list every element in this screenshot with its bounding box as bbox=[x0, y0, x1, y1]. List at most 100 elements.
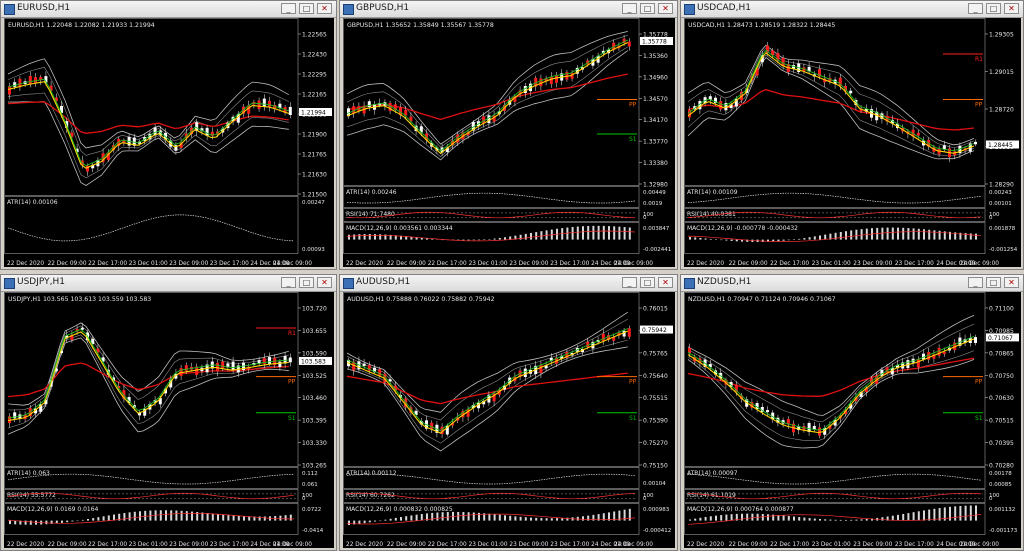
candle-body bbox=[179, 368, 183, 376]
atr-line bbox=[7, 473, 295, 485]
minimize-button[interactable]: _ bbox=[281, 277, 296, 288]
indicator-scale-label: 100 bbox=[302, 493, 313, 499]
chart-area[interactable]: EURUSD,H1 1.22048 1.22082 1.21933 1.2199… bbox=[4, 18, 334, 267]
macd-histogram-bar bbox=[819, 518, 821, 521]
pivot-label: PP bbox=[629, 102, 637, 109]
indicator-panel-frame bbox=[343, 503, 640, 535]
maximize-button[interactable]: □ bbox=[986, 3, 1001, 14]
candle-body bbox=[911, 129, 915, 137]
moving-average-slow bbox=[346, 73, 628, 121]
minimize-button[interactable]: _ bbox=[622, 3, 637, 14]
bollinger-inner-lower bbox=[7, 334, 289, 429]
indicator-scale-label: 0.061 bbox=[302, 482, 318, 488]
macd-histogram-bar bbox=[928, 509, 931, 521]
atr-line bbox=[687, 192, 982, 204]
time-axis-label: 22 Dec 17:00 bbox=[770, 261, 809, 267]
candle-body bbox=[80, 327, 84, 330]
indicator-scale-label: -0.001254 bbox=[989, 247, 1018, 253]
indicator-scale-label: 0.003847 bbox=[643, 226, 670, 232]
macd-histogram-bar bbox=[524, 233, 527, 240]
maximize-button[interactable]: □ bbox=[299, 3, 314, 14]
chart-window-audusd[interactable]: AUDUSD,H1 _ □ ✕ PP S1 AUDUSD,H1 0.75888 0.… bbox=[339, 274, 678, 551]
minimize-button[interactable]: _ bbox=[968, 277, 983, 288]
window-titlebar[interactable]: AUDUSD,H1 _ □ ✕ bbox=[340, 275, 677, 292]
minimize-button[interactable]: _ bbox=[281, 3, 296, 14]
close-button[interactable]: ✕ bbox=[317, 3, 332, 14]
macd-histogram-bar bbox=[912, 228, 915, 240]
chart-window-eurusd[interactable]: EURUSD,H1 _ □ ✕ EURUSD,H1 1.22048 1.2208… bbox=[0, 0, 337, 270]
chart-area[interactable]: PP S1 GBPUSD,H1 1.35652 1.35849 1.35567 1.… bbox=[343, 18, 675, 267]
chart-area[interactable]: PP S1 AUDUSD,H1 0.75888 0.76022 0.75882 0.… bbox=[343, 292, 675, 548]
chart-area[interactable]: PP S1 NZDUSD,H1 0.70947 0.71124 0.70946 0.… bbox=[684, 292, 1021, 548]
indicator-scale-label: 0.00104 bbox=[643, 481, 666, 487]
candle-body bbox=[278, 103, 282, 109]
macd-histogram-bar bbox=[954, 232, 957, 240]
bollinger-inner-upper bbox=[346, 318, 628, 421]
chart-window-nzdusd[interactable]: NZDUSD,H1 _ □ ✕ PP S1 NZDUSD,H1 0.70947 0.… bbox=[680, 274, 1024, 551]
chart-area[interactable]: R1 PP USDCAD,H1 1.28473 1.28519 1.28322 1.… bbox=[684, 18, 1021, 267]
candle-body bbox=[487, 115, 491, 124]
candle-body bbox=[833, 419, 837, 426]
macd-histogram-bar bbox=[720, 515, 723, 521]
time-axis-label: 24 Dec 01:00 bbox=[936, 261, 975, 267]
chart-window-usdcad[interactable]: USDCAD,H1 _ □ ✕ R1 PP USDCAD,H1 1.28473 1.… bbox=[680, 0, 1024, 270]
candle-body bbox=[268, 100, 271, 107]
window-titlebar[interactable]: EURUSD,H1 _ □ ✕ bbox=[1, 1, 336, 18]
macd-histogram-bar bbox=[566, 227, 569, 240]
candle-body bbox=[740, 395, 743, 400]
close-button[interactable]: ✕ bbox=[658, 3, 673, 14]
candle-body bbox=[792, 65, 795, 69]
close-button[interactable]: ✕ bbox=[1004, 3, 1019, 14]
close-button[interactable]: ✕ bbox=[658, 277, 673, 288]
current-price-label: 1.28445 bbox=[988, 142, 1013, 149]
macd-histogram-bar bbox=[772, 239, 775, 242]
indicator-panel-frame bbox=[343, 467, 640, 489]
macd-histogram-bar bbox=[504, 237, 506, 240]
candle-body bbox=[523, 85, 527, 94]
candle-body bbox=[544, 365, 548, 369]
minimize-button[interactable]: _ bbox=[622, 277, 637, 288]
candle-body bbox=[440, 426, 444, 435]
price-panel-frame bbox=[343, 18, 640, 186]
candle-body bbox=[575, 67, 579, 74]
macd-histogram-bar bbox=[834, 232, 837, 240]
candle-body bbox=[627, 328, 631, 337]
price-scale-label: 0.70395 bbox=[989, 440, 1014, 447]
maximize-button[interactable]: □ bbox=[640, 277, 655, 288]
macd-histogram-bar bbox=[871, 518, 873, 521]
candle-body bbox=[818, 427, 821, 436]
symbol-info: NZDUSD,H1 0.70947 0.71124 0.70946 0.7106… bbox=[688, 296, 836, 303]
atr-line bbox=[7, 214, 295, 242]
price-scale-label: 1.22165 bbox=[302, 92, 327, 99]
macd-histogram-bar bbox=[907, 228, 910, 240]
candle-body bbox=[362, 363, 366, 366]
chart-area[interactable]: R1 PP S1 USDJPY,H1 103.565 103.613 103.559 … bbox=[4, 292, 334, 548]
close-button[interactable]: ✕ bbox=[317, 277, 332, 288]
close-button[interactable]: ✕ bbox=[1004, 277, 1019, 288]
maximize-button[interactable]: □ bbox=[299, 277, 314, 288]
time-axis-label: 24 Dec 09:00 bbox=[960, 261, 999, 267]
maximize-button[interactable]: □ bbox=[986, 277, 1001, 288]
chart-window-usdjpy[interactable]: USDJPY,H1 _ □ ✕ R1 PP S1 USDJPY,H1 103.565 … bbox=[0, 274, 337, 551]
macd-histogram-bar bbox=[488, 239, 491, 240]
maximize-button[interactable]: □ bbox=[640, 3, 655, 14]
chart-window-gbpusd[interactable]: GBPUSD,H1 _ □ ✕ PP S1 GBPUSD,H1 1.35652 1.… bbox=[339, 0, 678, 270]
price-scale-label: 1.34960 bbox=[643, 74, 668, 81]
indicator-label: ATR(14) 0.00097 bbox=[687, 470, 738, 477]
window-titlebar[interactable]: NZDUSD,H1 _ □ ✕ bbox=[681, 275, 1023, 292]
macd-histogram-bar bbox=[535, 517, 538, 521]
macd-histogram-bar bbox=[14, 520, 17, 525]
window-titlebar[interactable]: USDJPY,H1 _ □ ✕ bbox=[1, 275, 336, 292]
macd-histogram-bar bbox=[704, 238, 707, 240]
candle-body bbox=[688, 110, 691, 118]
price-scale-label: 103.720 bbox=[302, 306, 327, 313]
window-titlebar[interactable]: USDCAD,H1 _ □ ✕ bbox=[681, 1, 1023, 18]
candle-body bbox=[247, 105, 251, 114]
macd-histogram-bar bbox=[975, 505, 977, 521]
price-scale-label: 0.71100 bbox=[989, 306, 1014, 313]
current-price-marker: 103.583 bbox=[299, 356, 332, 365]
bollinger-upper-band bbox=[687, 315, 975, 416]
minimize-button[interactable]: _ bbox=[968, 3, 983, 14]
macd-histogram-bar bbox=[798, 238, 801, 240]
window-titlebar[interactable]: GBPUSD,H1 _ □ ✕ bbox=[340, 1, 677, 18]
